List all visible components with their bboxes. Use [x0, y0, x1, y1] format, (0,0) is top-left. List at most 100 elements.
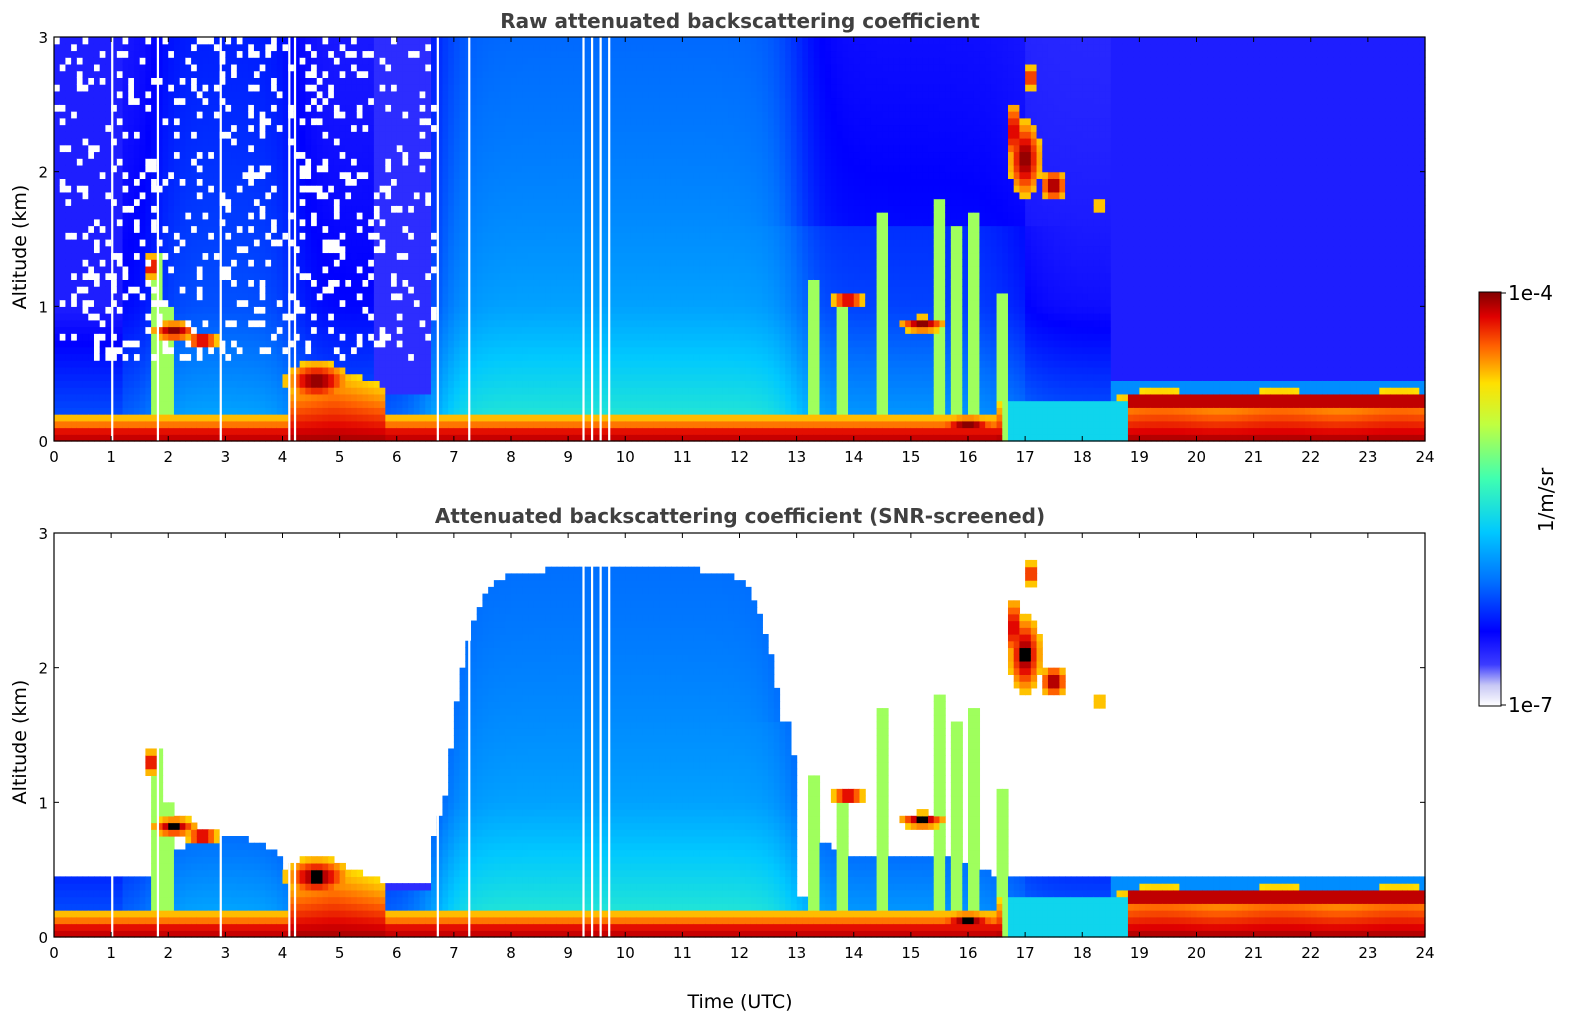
heatmap-cell — [271, 131, 277, 138]
heatmap-cell — [100, 138, 106, 145]
heatmap-cell — [151, 91, 157, 98]
heatmap-cell — [94, 380, 100, 387]
heatmap-cell — [197, 340, 203, 347]
heatmap-cell — [214, 44, 220, 51]
heatmap-cell — [151, 125, 157, 132]
heatmap-cell — [271, 165, 277, 172]
heatmap-cell — [168, 246, 174, 253]
heatmap-cell — [243, 125, 249, 132]
heatmap-cell — [180, 172, 186, 179]
heatmap-cell — [174, 118, 180, 125]
heatmap-cell — [185, 185, 191, 192]
heatmap-cell — [83, 212, 89, 219]
heatmap-cell — [128, 185, 134, 192]
heatmap-cell — [83, 347, 89, 354]
heatmap-cell — [174, 313, 180, 320]
heatmap-cell — [277, 145, 283, 152]
heatmap-cell — [243, 205, 249, 212]
heatmap-cell — [191, 199, 197, 206]
heatmap-cell — [248, 138, 254, 145]
heatmap-cell — [128, 91, 134, 98]
heatmap-cell — [105, 246, 111, 253]
heatmap-cell — [214, 320, 220, 327]
heatmap-cell — [60, 300, 66, 307]
heatmap-cell — [208, 44, 214, 51]
heatmap-cell — [277, 401, 283, 408]
heatmap-cell — [225, 360, 231, 367]
heatmap-cell — [145, 118, 151, 125]
heatmap-cell — [231, 333, 237, 340]
heatmap-cell — [191, 313, 197, 320]
heatmap-cell — [88, 407, 94, 414]
heatmap-cell — [71, 91, 77, 98]
heatmap-cell — [203, 347, 209, 354]
heatmap-cell — [134, 380, 140, 387]
heatmap-cell — [71, 71, 77, 78]
heatmap-cell — [197, 293, 203, 300]
heatmap-cell — [117, 131, 123, 138]
heatmap-cell — [134, 44, 140, 51]
heatmap-cell — [105, 421, 111, 428]
heatmap-cell — [163, 91, 169, 98]
heatmap-cell — [54, 219, 60, 226]
heatmap-cell — [248, 158, 254, 165]
heatmap-cell — [163, 172, 169, 179]
heatmap-cell — [151, 37, 157, 44]
heatmap-cell — [208, 401, 214, 408]
heatmap-cell — [163, 394, 169, 401]
heatmap-cell — [151, 347, 157, 354]
heatmap-cell — [208, 387, 214, 394]
heatmap-cell — [134, 347, 140, 354]
heatmap-cell — [265, 212, 271, 219]
heatmap-cell — [134, 98, 140, 105]
heatmap-cell — [277, 57, 283, 64]
heatmap-cell — [77, 57, 83, 64]
heatmap-cell — [151, 246, 157, 253]
heatmap-cell — [94, 414, 100, 421]
heatmap-cell — [60, 306, 66, 313]
heatmap-cell — [145, 347, 151, 354]
heatmap-cell — [83, 158, 89, 165]
heatmap-cell — [191, 252, 197, 259]
heatmap-cell — [231, 98, 237, 105]
heatmap-cell — [60, 64, 66, 71]
heatmap-cell — [88, 172, 94, 179]
heatmap-cell — [203, 111, 209, 118]
heatmap-cell — [277, 125, 283, 132]
heatmap-cell — [197, 232, 203, 239]
heatmap-cell — [94, 104, 100, 111]
heatmap-cell — [83, 306, 89, 313]
heatmap-cell — [54, 37, 60, 44]
heatmap-cell — [271, 394, 277, 401]
heatmap-cell — [94, 145, 100, 152]
heatmap-cell — [265, 428, 271, 435]
heatmap-cell — [260, 293, 266, 300]
heatmap-cell — [168, 71, 174, 78]
heatmap-cell — [265, 138, 271, 145]
heatmap-cell — [163, 118, 169, 125]
heatmap-cell — [185, 279, 191, 286]
heatmap-cell — [145, 360, 151, 367]
heatmap-cell — [271, 300, 277, 307]
heatmap-cell — [260, 306, 266, 313]
heatmap-cell — [77, 360, 83, 367]
heatmap-cell — [248, 273, 254, 280]
heatmap-cell — [265, 57, 271, 64]
heatmap-cell — [271, 199, 277, 206]
heatmap-cell — [237, 347, 243, 354]
heatmap-cell — [83, 118, 89, 125]
heatmap-cell — [185, 320, 191, 327]
heatmap-cell — [214, 104, 220, 111]
heatmap-cell — [140, 138, 146, 145]
heatmap-cell — [88, 118, 94, 125]
heatmap-cell — [123, 151, 129, 158]
heatmap-cell — [163, 111, 169, 118]
heatmap-cell — [197, 327, 203, 334]
heatmap-cell — [203, 252, 209, 259]
heatmap-cell — [248, 64, 254, 71]
heatmap-cell — [191, 125, 197, 132]
heatmap-cell — [151, 333, 157, 340]
heatmap-cell — [140, 205, 146, 212]
heatmap-cell — [117, 151, 123, 158]
heatmap-cell — [140, 37, 146, 44]
